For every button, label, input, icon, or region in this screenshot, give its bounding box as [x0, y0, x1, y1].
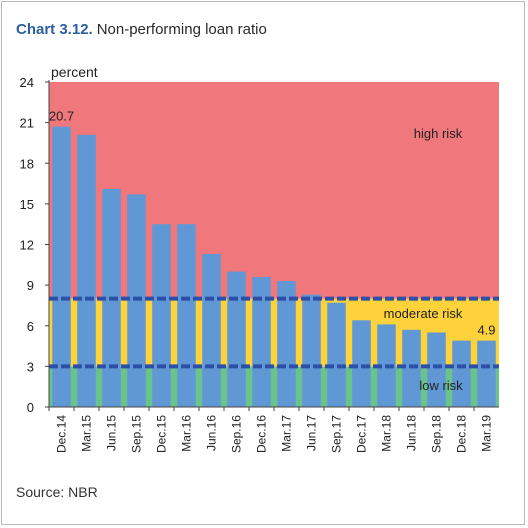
risk-zone-moderate-risk	[49, 298, 499, 367]
bar-Sep-17	[327, 302, 346, 407]
bar-Mar-15	[77, 134, 96, 407]
y-tick-label: 15	[20, 197, 34, 212]
y-tick-label: 3	[27, 359, 34, 374]
x-tick-label: Dec.16	[255, 415, 269, 453]
bar-Jun-17	[302, 294, 321, 407]
bar-Mar-16	[177, 224, 196, 407]
data-label: 4.9	[477, 323, 495, 338]
x-tick-label: Mar.19	[480, 415, 494, 452]
x-tick-label: Jun.15	[105, 415, 119, 451]
bar-Sep-15	[127, 194, 146, 407]
x-tick-label: Sep.15	[130, 415, 144, 453]
bar-Dec-16	[252, 277, 271, 407]
x-tick-label: Sep.16	[230, 415, 244, 453]
data-label: 20.7	[49, 109, 74, 124]
x-tick-label: Jun.17	[305, 415, 319, 451]
bar-Dec-14	[52, 126, 71, 407]
bar-Mar-19	[477, 340, 496, 407]
bar-Mar-17	[277, 281, 296, 407]
x-tick-label: Dec.15	[155, 415, 169, 453]
y-axis-label: percent	[51, 64, 98, 80]
x-tick-label: Dec.14	[55, 415, 69, 453]
bar-Dec-18	[452, 340, 471, 407]
bar-Sep-18	[427, 332, 446, 407]
bar-Sep-16	[227, 271, 246, 407]
risk-zone-low-risk	[49, 366, 499, 407]
y-tick-label: 0	[27, 400, 34, 415]
risk-zone-high-risk	[49, 82, 499, 299]
x-tick-label: Mar.15	[80, 415, 94, 452]
chart-title: Chart 3.12. Non-performing loan ratio	[16, 21, 267, 38]
zone-label-high-risk: high risk	[414, 126, 463, 141]
y-tick-label: 18	[20, 156, 34, 171]
x-tick-label: Dec.18	[455, 415, 469, 453]
bar-Dec-15	[152, 224, 171, 407]
y-tick-label: 12	[20, 238, 34, 253]
bar-Jun-16	[202, 253, 221, 407]
zone-label-low-risk: low risk	[419, 378, 463, 393]
x-tick-label: Mar.16	[180, 415, 194, 452]
x-tick-label: Sep.18	[430, 415, 444, 453]
bar-Dec-17	[352, 320, 371, 407]
x-tick-label: Dec.17	[355, 415, 369, 453]
y-tick-label: 24	[20, 75, 34, 90]
chart-number: Chart 3.12.	[16, 21, 93, 38]
source-note: Source: NBR	[16, 484, 98, 500]
y-tick-label: 6	[27, 319, 34, 334]
x-tick-label: Jun.18	[405, 415, 419, 451]
x-tick-label: Mar.18	[380, 415, 394, 452]
y-tick-label: 21	[20, 116, 34, 131]
x-tick-label: Jun.16	[205, 415, 219, 451]
chart-title-text: Non-performing loan ratio	[96, 21, 267, 38]
x-tick-label: Mar.17	[280, 415, 294, 452]
x-tick-label: Sep.17	[330, 415, 344, 453]
bar-Jun-18	[402, 329, 421, 407]
y-tick-label: 9	[27, 278, 34, 293]
zone-label-moderate-risk: moderate risk	[384, 306, 463, 321]
